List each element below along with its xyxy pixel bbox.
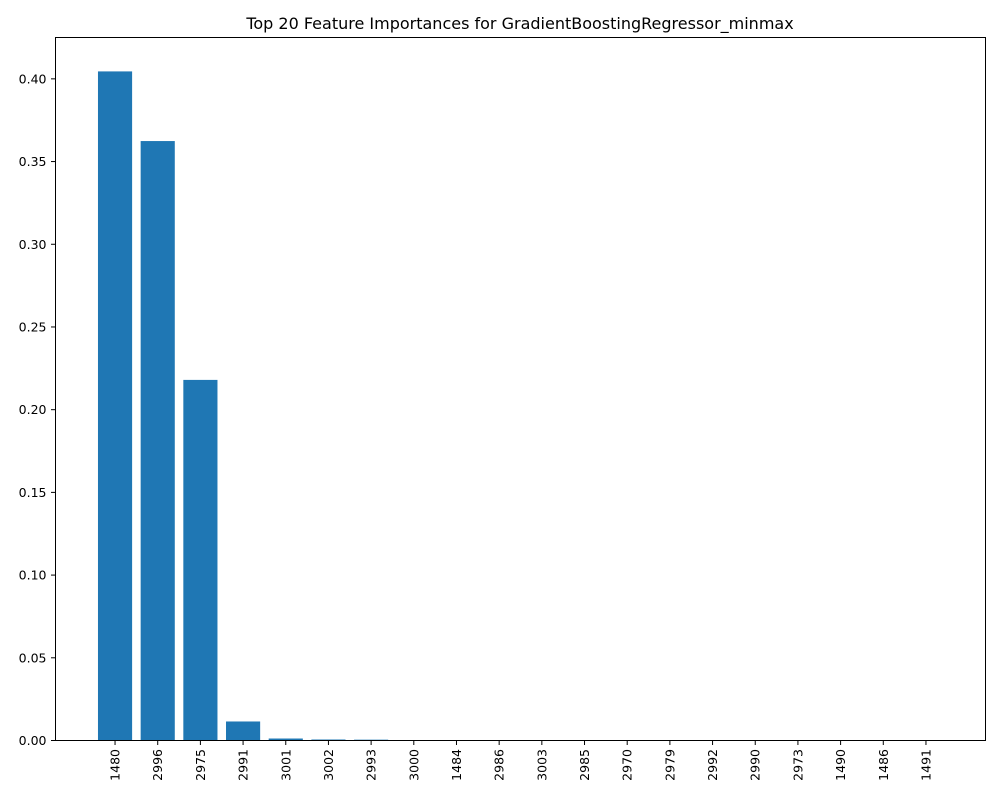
x-tick-label: 1491 xyxy=(918,749,933,781)
y-tick-label: 0.35 xyxy=(19,154,47,169)
x-tick-label: 1490 xyxy=(833,749,848,781)
y-tick-label: 0.15 xyxy=(19,485,47,500)
x-axis: 1480 2996 2975 2991 3001 3002 2993 3000 1484 2986… xyxy=(108,740,933,781)
x-tick-label: 2985 xyxy=(577,749,592,781)
bar-3001 xyxy=(268,738,303,741)
x-tick-label: 2991 xyxy=(236,749,251,781)
x-tick-label: 3003 xyxy=(534,749,549,781)
y-tick-label: 0.00 xyxy=(19,733,47,748)
x-tick-label: 2975 xyxy=(193,749,208,781)
x-tick-label: 1486 xyxy=(876,749,891,781)
x-tick-label: 2979 xyxy=(662,749,677,781)
x-tick-label: 2970 xyxy=(620,749,635,781)
y-tick-label: 0.10 xyxy=(19,568,47,583)
x-tick-label: 1480 xyxy=(108,749,123,781)
y-tick-label: 0.05 xyxy=(19,650,47,665)
bar-2991 xyxy=(226,721,261,741)
bar-1480 xyxy=(97,71,133,741)
x-tick-label: 2986 xyxy=(492,749,507,781)
x-tick-label: 2992 xyxy=(705,749,720,781)
bar-2996 xyxy=(140,141,175,741)
y-tick-label: 0.40 xyxy=(19,71,47,86)
chart-title: Top 20 Feature Importances for GradientB… xyxy=(245,14,793,34)
x-tick-label: 3001 xyxy=(278,749,293,781)
x-tick-label: 3000 xyxy=(406,749,421,781)
bars-layer xyxy=(97,71,944,741)
x-tick-label: 3002 xyxy=(321,749,336,781)
y-tick-label: 0.20 xyxy=(19,402,47,417)
y-axis: 0.00 0.05 0.10 0.15 0.20 0.25 0.30 0.35 0.40 xyxy=(19,71,56,748)
x-tick-label: 1484 xyxy=(449,749,464,781)
x-tick-label: 2990 xyxy=(748,749,763,781)
y-tick-label: 0.25 xyxy=(19,319,47,334)
plot-frame xyxy=(55,37,986,741)
y-tick-label: 0.30 xyxy=(19,237,47,252)
bar-2975 xyxy=(183,379,218,741)
x-tick-label: 2993 xyxy=(364,749,379,781)
x-tick-label: 2973 xyxy=(790,749,805,781)
x-tick-label: 2996 xyxy=(150,749,165,781)
